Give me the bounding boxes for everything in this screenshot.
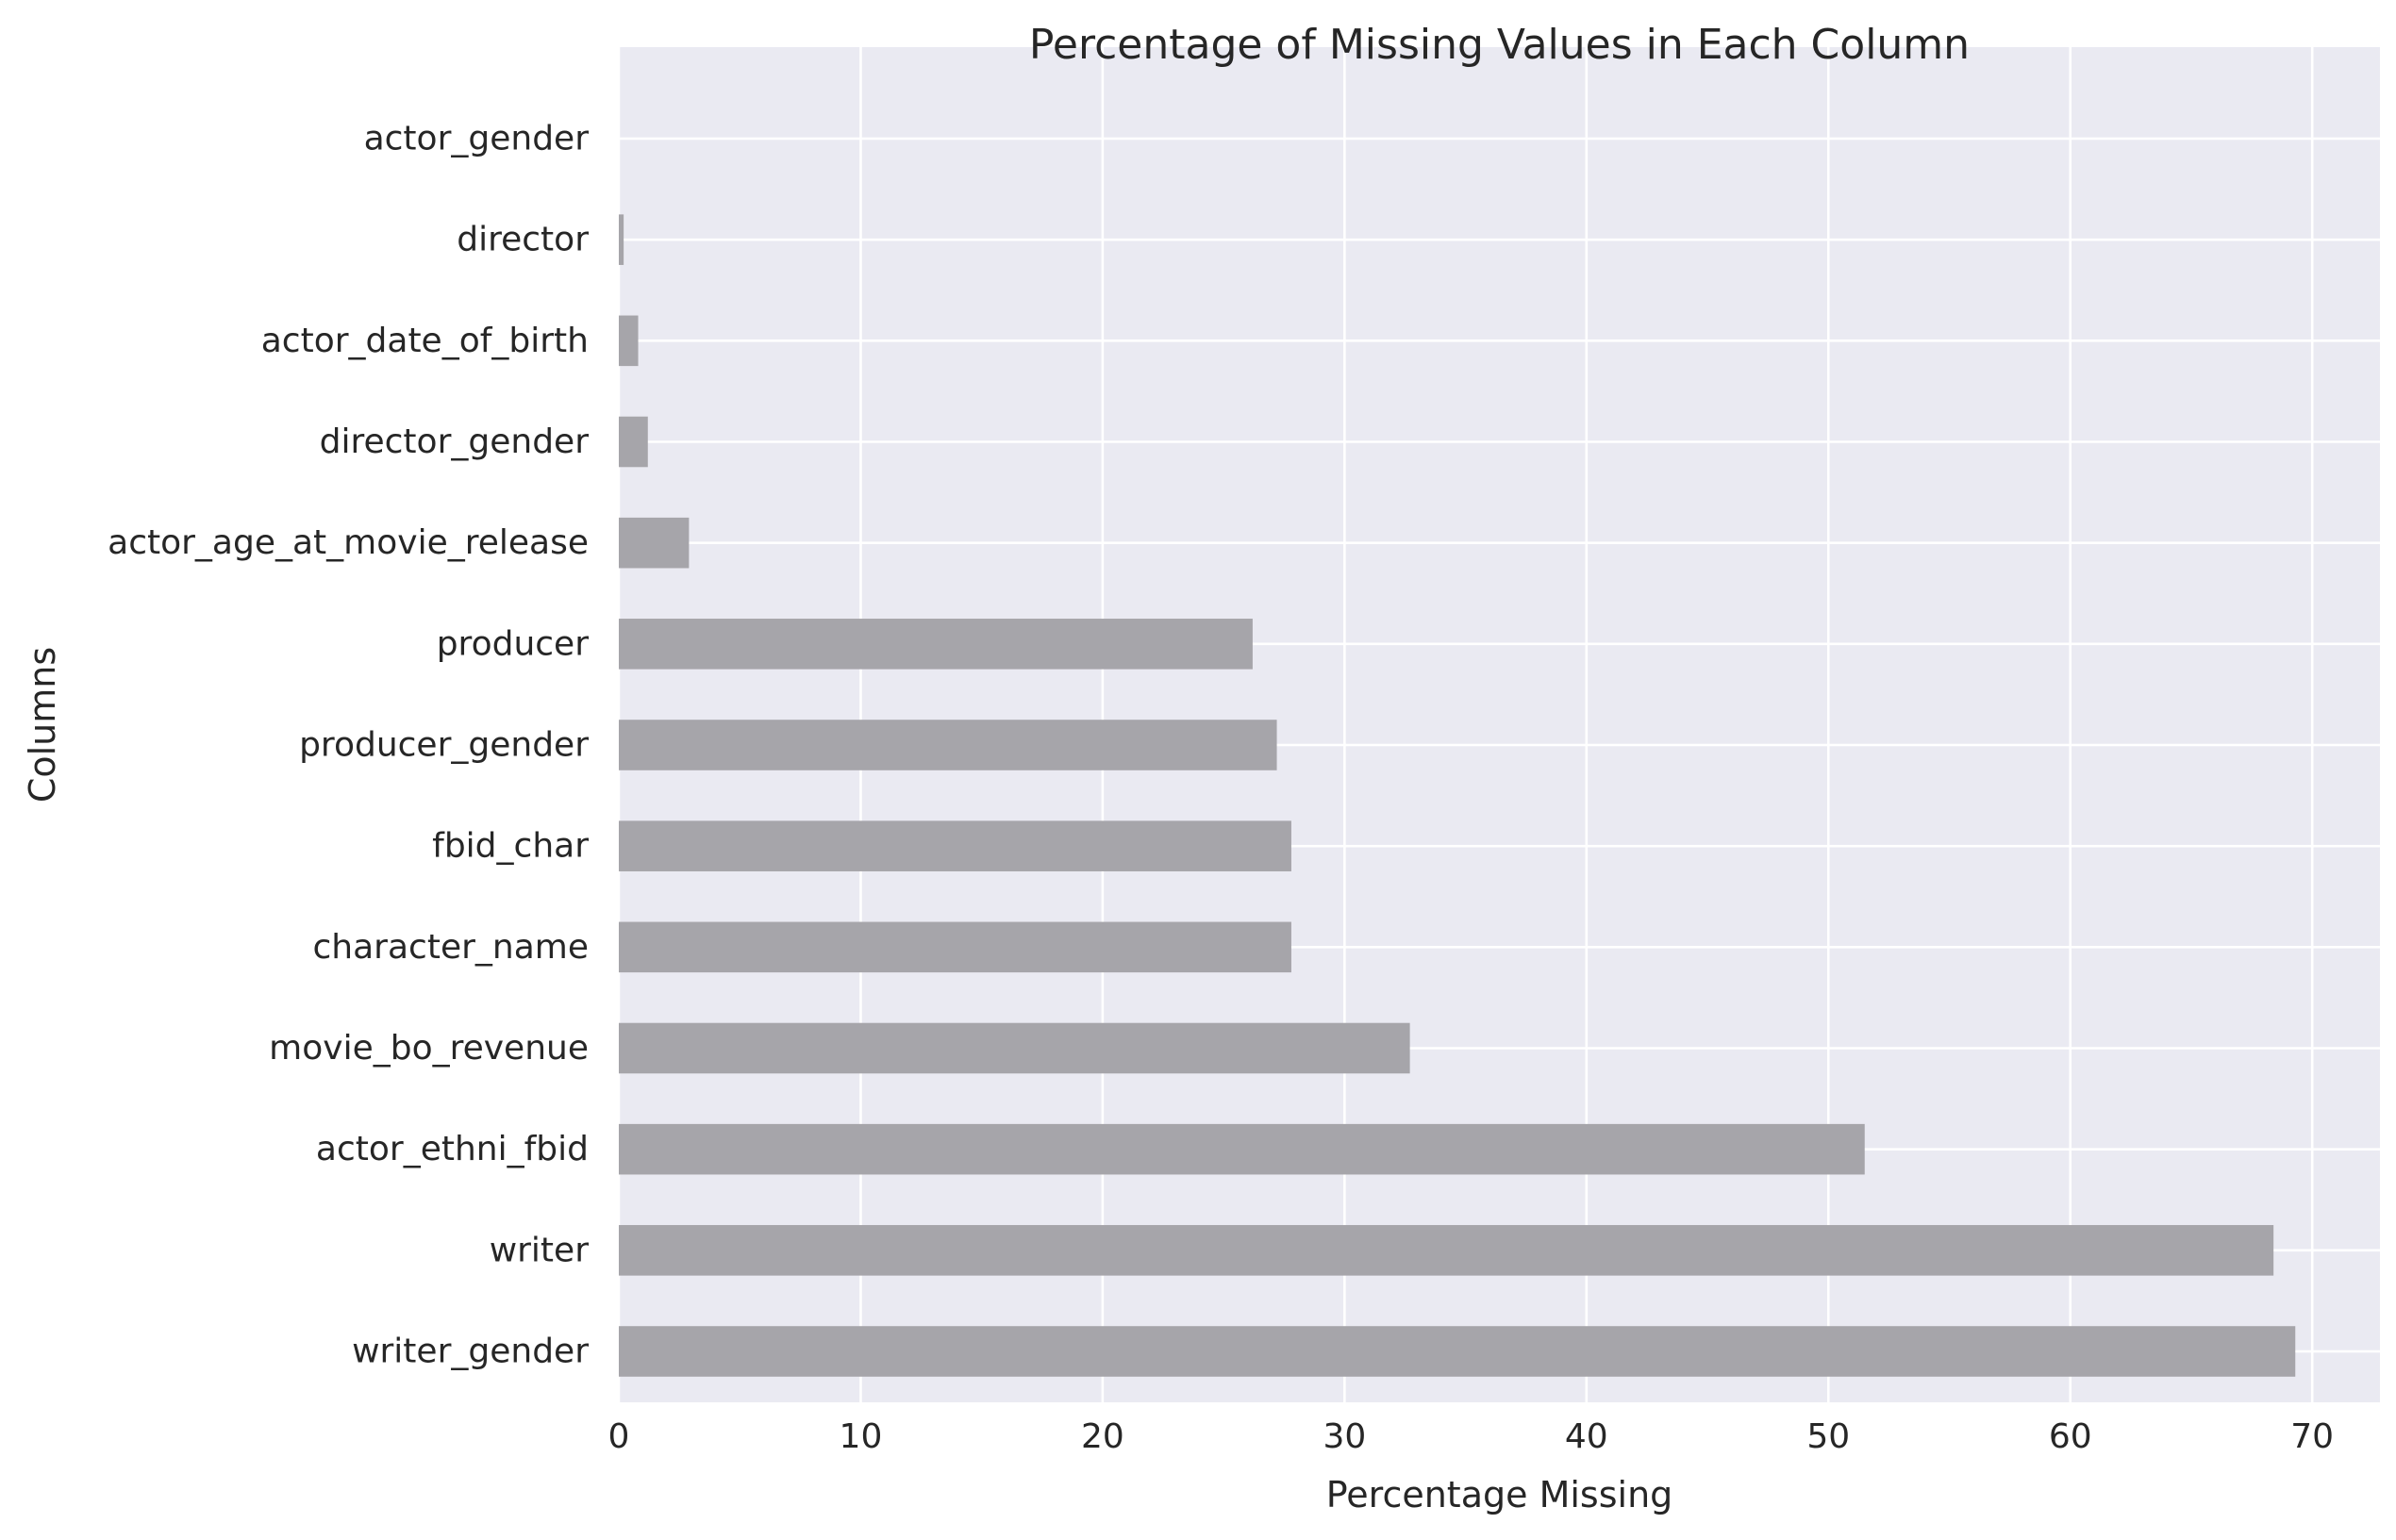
- x-tick-label: 70: [2290, 1417, 2334, 1456]
- x-tick-label: 40: [1565, 1417, 1608, 1456]
- bar-actor-ethni-fbid: [619, 1123, 1865, 1175]
- bar-actor-age-at-movie-release: [619, 517, 690, 569]
- y-tick-label: actor_date_of_birth: [261, 322, 589, 360]
- y-tick-label: director: [457, 221, 589, 259]
- x-tick-label: 50: [1806, 1417, 1850, 1456]
- bar-actor-date-of-birth: [619, 315, 639, 367]
- x-tick-labels: 0 10 20 30 40 50 60 70: [608, 1417, 2335, 1456]
- y-tick-label: actor_gender: [364, 120, 590, 158]
- bar-layer: [619, 214, 2296, 1377]
- y-axis-label: Columns: [22, 647, 63, 803]
- y-tick-label: writer: [490, 1231, 590, 1269]
- y-tick-label: actor_ethni_fbid: [316, 1130, 589, 1168]
- x-tick-label: 60: [2049, 1417, 2092, 1456]
- y-tick-label: character_name: [313, 928, 589, 967]
- bar-writer-gender: [619, 1326, 2296, 1377]
- bar-producer-gender: [619, 720, 1277, 770]
- x-tick-label: 30: [1323, 1417, 1366, 1456]
- bar-character-name: [619, 921, 1291, 973]
- x-axis-label: Percentage Missing: [1326, 1474, 1673, 1515]
- bar-fbid-char: [619, 820, 1291, 871]
- bar-movie-bo-revenue: [619, 1022, 1410, 1074]
- x-tick-label: 10: [840, 1417, 883, 1456]
- y-tick-label: fbid_char: [432, 827, 589, 866]
- x-tick-label: 0: [608, 1417, 630, 1456]
- bar-director: [619, 214, 624, 265]
- y-tick-label: movie_bo_revenue: [269, 1029, 589, 1068]
- y-tick-label: writer_gender: [352, 1333, 589, 1371]
- x-tick-label: 20: [1081, 1417, 1124, 1456]
- y-tick-label: producer: [437, 624, 589, 663]
- bar-director-gender: [619, 416, 648, 468]
- y-tick-label: director_gender: [320, 422, 590, 461]
- chart-title: Percentage of Missing Values in Each Col…: [1029, 21, 1970, 69]
- y-tick-label: producer_gender: [299, 726, 589, 765]
- bar-producer: [619, 619, 1253, 670]
- y-tick-label: actor_age_at_movie_release: [108, 523, 589, 562]
- bar-writer: [619, 1225, 2274, 1276]
- y-tick-labels: actor_gender director actor_date_of_birthd…: [108, 120, 589, 1371]
